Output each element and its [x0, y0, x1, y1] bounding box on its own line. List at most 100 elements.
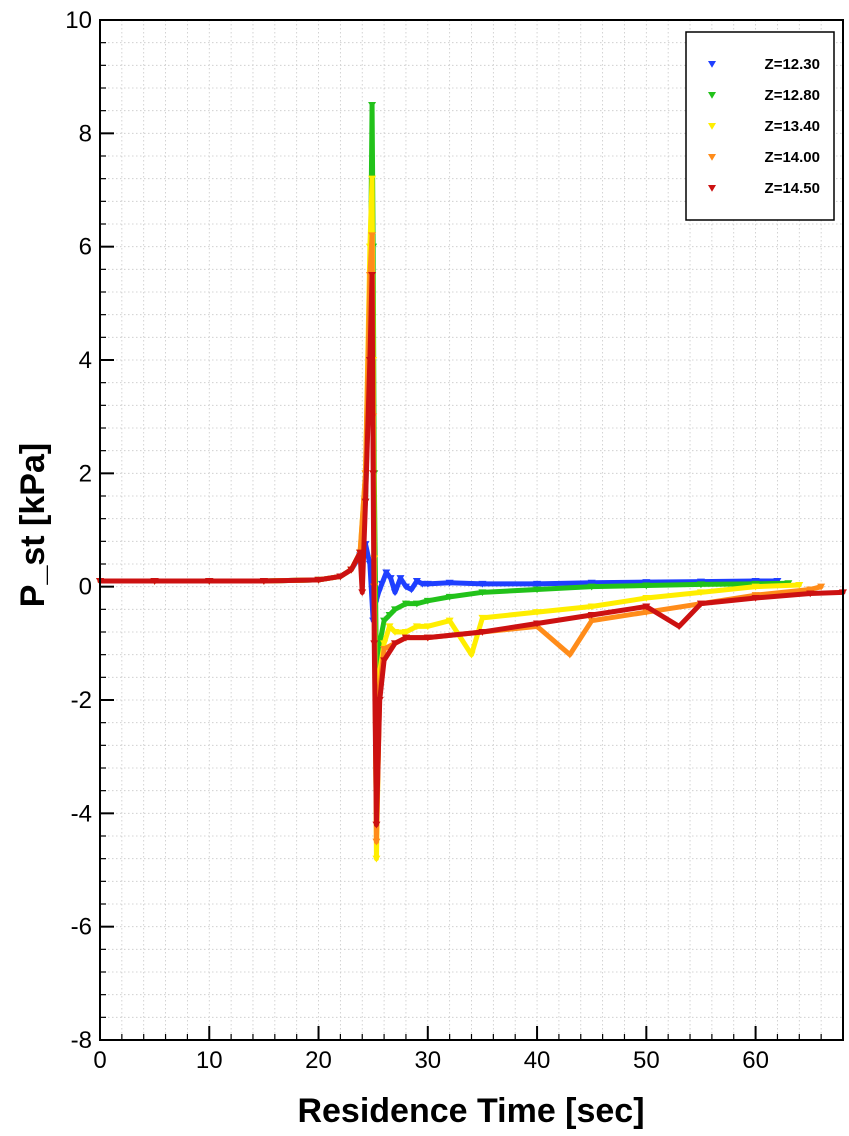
legend-label: Z=14.00 — [765, 149, 820, 166]
data-point — [478, 614, 487, 622]
legend-marker — [708, 185, 716, 192]
data-point — [380, 640, 389, 648]
y-tick-label: -2 — [71, 687, 92, 714]
data-point — [696, 600, 705, 608]
x-tick-label: 50 — [633, 1047, 660, 1074]
data-point — [533, 586, 542, 594]
data-point — [642, 603, 651, 611]
x-tick-label: 60 — [742, 1047, 769, 1074]
data-point — [391, 606, 400, 614]
data-point — [368, 232, 377, 240]
series-5 — [96, 272, 847, 829]
data-point — [533, 580, 542, 588]
data-point — [817, 583, 826, 591]
data-point — [675, 623, 684, 631]
data-point — [412, 623, 421, 631]
data-point — [401, 583, 410, 591]
data-point — [401, 629, 410, 636]
data-point — [375, 697, 384, 704]
legend-marker — [708, 61, 716, 68]
data-point — [396, 575, 405, 582]
y-tick-label: 10 — [65, 7, 92, 34]
data-point — [445, 617, 454, 625]
data-point — [751, 595, 760, 602]
data-point — [150, 578, 159, 585]
data-point — [380, 657, 389, 665]
data-point — [478, 589, 487, 597]
data-point — [642, 595, 651, 602]
data-point — [587, 612, 596, 619]
data-point — [372, 855, 381, 863]
data-point — [795, 581, 804, 589]
data-point — [587, 617, 596, 625]
data-point — [423, 597, 432, 605]
data-point — [642, 582, 651, 590]
data-point — [751, 583, 760, 591]
data-point — [385, 612, 394, 619]
data-point — [423, 623, 432, 631]
data-point — [445, 593, 454, 601]
data-point — [412, 600, 421, 608]
legend-label: Z=13.40 — [765, 118, 820, 135]
data-point — [565, 651, 574, 659]
tick-labels: 0 10 20 30 40 50 60 -8 -6 -4 -2 0 2 4 6 8 10 — [65, 7, 769, 1074]
x-tick-label: 20 — [305, 1047, 332, 1074]
data-point — [478, 629, 487, 636]
data-point — [361, 498, 370, 506]
data-point — [391, 640, 400, 648]
data-point — [407, 586, 416, 594]
data-point — [380, 617, 389, 625]
data-point — [533, 609, 542, 616]
data-point — [401, 600, 410, 608]
y-tick-label: -6 — [71, 914, 92, 941]
y-tick-label: 2 — [79, 460, 92, 487]
data-point — [467, 651, 476, 659]
data-point — [418, 580, 427, 588]
data-point — [642, 609, 651, 616]
data-point — [533, 620, 542, 628]
data-point — [205, 578, 214, 585]
data-point — [377, 580, 386, 588]
data-point — [423, 580, 432, 588]
x-tick-label: 0 — [93, 1047, 106, 1074]
data-point — [423, 634, 432, 642]
x-tick-label: 10 — [196, 1047, 223, 1074]
legend-label: Z=12.30 — [765, 56, 820, 73]
data-point — [368, 102, 377, 109]
x-tick-label: 40 — [524, 1047, 551, 1074]
data-point — [358, 589, 367, 597]
data-point — [372, 838, 381, 846]
x-tick-label: 30 — [414, 1047, 441, 1074]
data-point — [391, 629, 400, 636]
data-point — [370, 640, 379, 648]
data-point — [368, 175, 377, 183]
legend-entries: Z=12.30 Z=12.80 Z=13.40 Z=14.00 Z=14.50 — [708, 56, 820, 197]
series-layer — [96, 102, 847, 863]
data-point — [412, 578, 421, 585]
y-tick-label: 8 — [79, 120, 92, 147]
data-point — [369, 470, 378, 478]
data-point — [380, 646, 389, 653]
y-tick-label: 0 — [79, 574, 92, 601]
data-point — [336, 573, 345, 581]
legend-label: Z=12.80 — [765, 87, 820, 104]
data-point — [401, 634, 410, 642]
data-point — [372, 821, 381, 829]
data-point — [365, 357, 374, 364]
data-point — [696, 589, 705, 597]
legend-marker — [708, 154, 716, 161]
x-axis-title: Residence Time [sec] — [297, 1092, 644, 1130]
data-point — [478, 580, 487, 588]
data-point — [368, 272, 377, 279]
y-tick-label: 4 — [79, 347, 92, 374]
data-point — [385, 623, 394, 631]
data-point — [445, 579, 454, 587]
legend: Z=12.30 Z=12.80 Z=13.40 Z=14.00 Z=14.50 — [685, 31, 835, 221]
data-point — [587, 603, 596, 611]
y-tick-label: -8 — [71, 1027, 92, 1054]
data-point — [696, 581, 705, 589]
data-point — [806, 586, 815, 594]
data-point — [347, 566, 356, 574]
data-point — [587, 583, 596, 591]
